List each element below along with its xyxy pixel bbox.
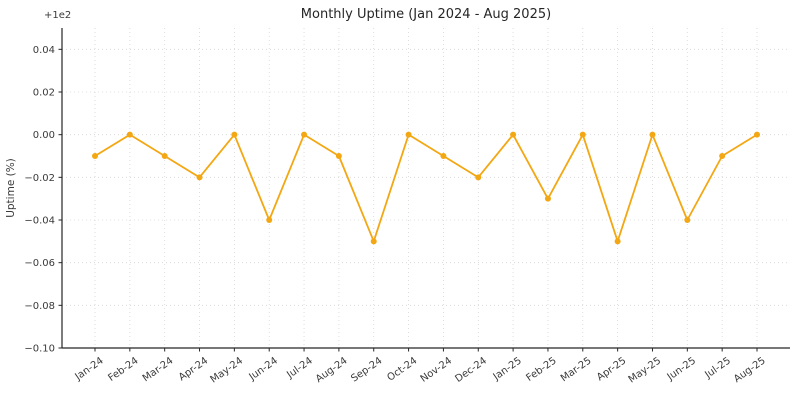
y-tick-label: 0.04 <box>33 45 55 56</box>
uptime-line <box>94 133 758 243</box>
data-point-marker <box>231 131 238 138</box>
y-tick-label: −0.10 <box>24 344 55 355</box>
x-tick-label: Apr-24 <box>177 355 210 383</box>
data-point-marker <box>161 153 168 159</box>
data-point-marker <box>196 174 203 181</box>
data-point-marker <box>475 174 482 181</box>
y-tick-label: −0.04 <box>24 216 55 227</box>
uptime-series <box>92 131 760 245</box>
y-tick-label: −0.08 <box>24 301 55 312</box>
x-tick-label: Feb-25 <box>524 355 558 384</box>
y-axis-label: Uptime (%) <box>5 158 17 218</box>
data-point-marker <box>754 131 760 138</box>
data-point-marker <box>266 217 273 223</box>
x-tick-label: Oct-24 <box>385 355 419 383</box>
data-point-marker <box>370 238 377 245</box>
y-tick-labels: 0.04 0.02 0.00 −0.02 −0.04 −0.06 −0.08 −0.10 <box>24 45 55 355</box>
x-tick-label: Jan-24 <box>73 355 106 383</box>
x-tick-label: May-24 <box>209 355 245 385</box>
y-axis-offset-label: +1e2 <box>44 10 71 21</box>
data-point-marker <box>440 153 447 159</box>
axes-spines <box>61 28 790 349</box>
x-tick-label: Aug-24 <box>314 355 350 385</box>
x-tick-label: Nov-24 <box>419 355 454 384</box>
x-tick-label: Jul-24 <box>284 355 314 381</box>
x-tick-label: Jun-24 <box>247 355 280 383</box>
x-tick-label: Mar-25 <box>559 355 594 384</box>
data-point-marker <box>510 131 517 138</box>
x-tick-label: Feb-24 <box>106 355 140 384</box>
chart-title: Monthly Uptime (Jan 2024 - Aug 2025) <box>301 7 551 22</box>
x-tick-label: Dec-24 <box>453 355 489 384</box>
data-point-marker <box>335 153 342 159</box>
data-point-marker <box>684 217 691 223</box>
y-tick-label: −0.02 <box>24 173 55 184</box>
data-point-marker <box>649 131 656 138</box>
y-tick-label: −0.06 <box>24 258 55 269</box>
data-point-marker <box>544 195 551 202</box>
x-tick-label: Apr-25 <box>595 355 628 383</box>
data-point-marker <box>579 131 586 138</box>
x-tick-label: Mar-24 <box>141 355 176 384</box>
x-tick-label: May-25 <box>627 355 663 385</box>
x-tick-label: Jan-25 <box>491 355 524 383</box>
data-point-marker <box>405 131 412 138</box>
data-point-marker <box>301 131 308 138</box>
x-tick-label: Aug-25 <box>732 355 768 385</box>
data-point-marker <box>126 131 133 138</box>
data-point-marker <box>614 238 621 245</box>
axis-ticks <box>58 48 758 352</box>
data-point-marker <box>719 153 726 159</box>
y-tick-label: 0.02 <box>33 88 55 99</box>
gridlines <box>62 28 790 349</box>
x-tick-label: Jul-25 <box>702 355 732 381</box>
x-tick-label: Jun-25 <box>665 355 698 383</box>
data-point-marker <box>92 153 98 159</box>
y-tick-label: 0.00 <box>33 130 55 141</box>
x-tick-label: Sep-24 <box>349 355 384 384</box>
